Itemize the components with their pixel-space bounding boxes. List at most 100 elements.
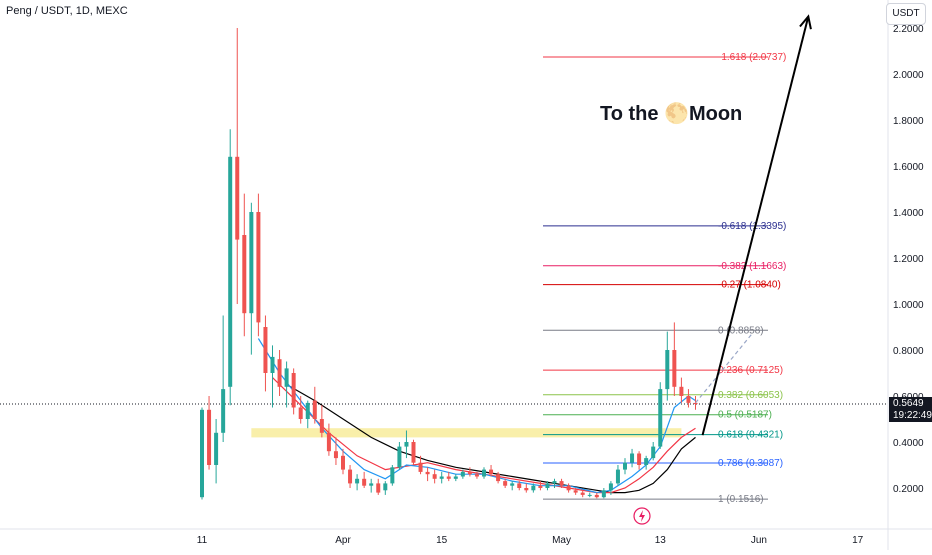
candle-body bbox=[559, 481, 564, 486]
candle bbox=[256, 193, 261, 337]
candle bbox=[580, 490, 585, 498]
support-zone bbox=[251, 428, 682, 438]
candle bbox=[496, 471, 501, 484]
candle-body bbox=[489, 469, 494, 475]
currency-badge[interactable]: USDT bbox=[886, 3, 926, 25]
candle-body bbox=[601, 490, 606, 498]
candle bbox=[305, 400, 310, 429]
candle bbox=[397, 442, 402, 470]
candle bbox=[214, 419, 219, 484]
candle-body bbox=[608, 483, 613, 491]
candle bbox=[200, 407, 204, 500]
candle-body bbox=[679, 386, 684, 396]
lightning-icon-glyph bbox=[639, 510, 645, 522]
x-tick-label: Apr bbox=[335, 535, 351, 546]
lightning-icon bbox=[633, 507, 651, 525]
candle-body bbox=[249, 212, 254, 314]
candle bbox=[503, 478, 508, 488]
candle-body bbox=[630, 453, 635, 463]
candle-body bbox=[432, 474, 437, 479]
candle-body bbox=[214, 432, 219, 465]
candle bbox=[651, 442, 656, 461]
candle bbox=[263, 315, 268, 392]
candle bbox=[369, 478, 374, 493]
x-tick-label: 15 bbox=[436, 535, 448, 546]
candle bbox=[446, 471, 451, 482]
last-price-label: 0.5649 bbox=[889, 397, 932, 410]
candle-body bbox=[355, 478, 360, 484]
candle-body bbox=[503, 481, 508, 486]
candle bbox=[411, 439, 416, 465]
candle-body bbox=[637, 453, 642, 465]
candle bbox=[517, 481, 522, 491]
candle-body bbox=[333, 451, 338, 459]
candle bbox=[383, 481, 388, 495]
fib-level-label: 0.382 (0.6053) bbox=[718, 390, 783, 401]
y-tick-label: 1.0000 bbox=[893, 300, 924, 311]
candle bbox=[608, 481, 613, 495]
candle bbox=[298, 396, 303, 424]
candle bbox=[644, 455, 649, 470]
candle-body bbox=[545, 483, 550, 488]
candle-body bbox=[644, 458, 649, 465]
candle-body bbox=[298, 407, 303, 419]
bar-countdown-label: 19:22:49 bbox=[889, 410, 932, 422]
candle-body bbox=[369, 483, 374, 486]
candle-body bbox=[390, 467, 395, 484]
candle-body bbox=[376, 483, 381, 493]
x-tick-label: Jun bbox=[751, 535, 767, 546]
candle-body bbox=[439, 476, 444, 479]
candle-body bbox=[200, 409, 204, 498]
symbol-title: Peng / USDT, 1D, MEXC bbox=[6, 5, 128, 17]
candle bbox=[538, 481, 543, 491]
candle bbox=[235, 28, 240, 304]
candle-body bbox=[566, 485, 571, 491]
candle-body bbox=[319, 419, 324, 433]
fib-level-label: 0 (0.8858) bbox=[718, 325, 764, 336]
candle-body bbox=[623, 462, 627, 470]
candle bbox=[404, 430, 409, 459]
y-tick-label: 1.4000 bbox=[893, 208, 924, 219]
candle bbox=[376, 478, 381, 495]
candle bbox=[284, 361, 289, 408]
candle-body bbox=[291, 373, 296, 408]
candle-body bbox=[658, 389, 663, 447]
annotation-text: To the 🌕Moon bbox=[600, 101, 742, 125]
candle-body bbox=[651, 446, 656, 459]
candle bbox=[566, 483, 571, 493]
candle-body bbox=[453, 476, 458, 479]
y-tick-label: 1.6000 bbox=[893, 162, 924, 173]
candle bbox=[207, 396, 212, 470]
candle-body bbox=[270, 356, 275, 373]
candle bbox=[679, 377, 684, 403]
candle-body bbox=[552, 481, 557, 484]
y-tick-label: 0.4000 bbox=[893, 438, 924, 449]
candle-body bbox=[312, 400, 317, 419]
candle-body bbox=[693, 402, 698, 405]
fib-level-label: -0.618 (1.3395) bbox=[718, 221, 786, 232]
candle-body bbox=[256, 212, 261, 323]
projection-dashed-line bbox=[695, 333, 753, 404]
candle bbox=[312, 386, 317, 424]
candle bbox=[672, 322, 677, 396]
y-tick-label: 0.8000 bbox=[893, 346, 924, 357]
y-tick-label: 0.2000 bbox=[893, 484, 924, 495]
y-tick-label: 1.8000 bbox=[893, 116, 924, 127]
fib-level-label: -0.382 (1.1663) bbox=[718, 261, 786, 272]
candle-body bbox=[594, 494, 599, 498]
candle bbox=[453, 474, 458, 482]
candle-body bbox=[411, 442, 416, 463]
x-tick-label: May bbox=[552, 535, 571, 546]
candle bbox=[587, 492, 592, 498]
candle-body bbox=[404, 442, 409, 447]
candle-body bbox=[235, 156, 240, 240]
y-tick-label: 1.2000 bbox=[893, 254, 924, 265]
candle bbox=[348, 465, 353, 488]
candle bbox=[630, 448, 635, 468]
candle-body bbox=[446, 476, 451, 479]
candle-body bbox=[305, 402, 310, 419]
candle bbox=[333, 437, 338, 465]
projection-arrow-head bbox=[799, 14, 812, 30]
